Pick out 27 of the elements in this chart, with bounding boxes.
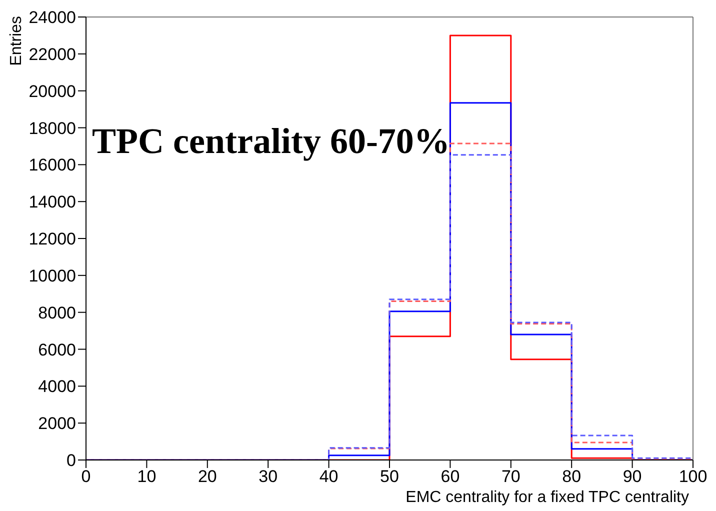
annotation: TPC centrality 60-70%: [92, 120, 450, 162]
x-tick-label: 20: [198, 467, 217, 486]
y-tick-label: 24000: [28, 8, 76, 28]
y-tick-label: 16000: [28, 156, 76, 175]
y-tick-label: 20000: [28, 82, 76, 101]
x-tick-label: 30: [258, 467, 278, 486]
x-tick-label: 50: [380, 467, 399, 486]
x-tick-label: 0: [81, 467, 91, 486]
y-tick-label: 18000: [28, 118, 76, 138]
x-tick-label: 90: [622, 467, 642, 486]
x-tick-label: 70: [501, 467, 520, 486]
y-tick-label: 12000: [28, 230, 76, 249]
y-tick-label: 22000: [28, 44, 76, 64]
x-tick-label: 60: [440, 467, 460, 486]
x-axis-title: EMC centrality for a fixed TPC centrality: [406, 489, 689, 506]
y-axis-title: Entries: [8, 16, 25, 66]
x-tick-label: 80: [562, 467, 582, 486]
y-tick-label: 4000: [38, 377, 76, 396]
y-tick-label: 2000: [38, 414, 76, 434]
y-tick-label: 10000: [28, 266, 76, 286]
y-tick-label: 0: [66, 451, 76, 470]
y-tick-label: 6000: [38, 340, 76, 360]
x-tick-label: 40: [319, 467, 338, 486]
x-tick-label: 100: [678, 467, 708, 486]
y-tick-label: 8000: [38, 303, 76, 322]
y-tick-label: 14000: [28, 192, 76, 212]
x-tick-label: 10: [137, 467, 156, 486]
